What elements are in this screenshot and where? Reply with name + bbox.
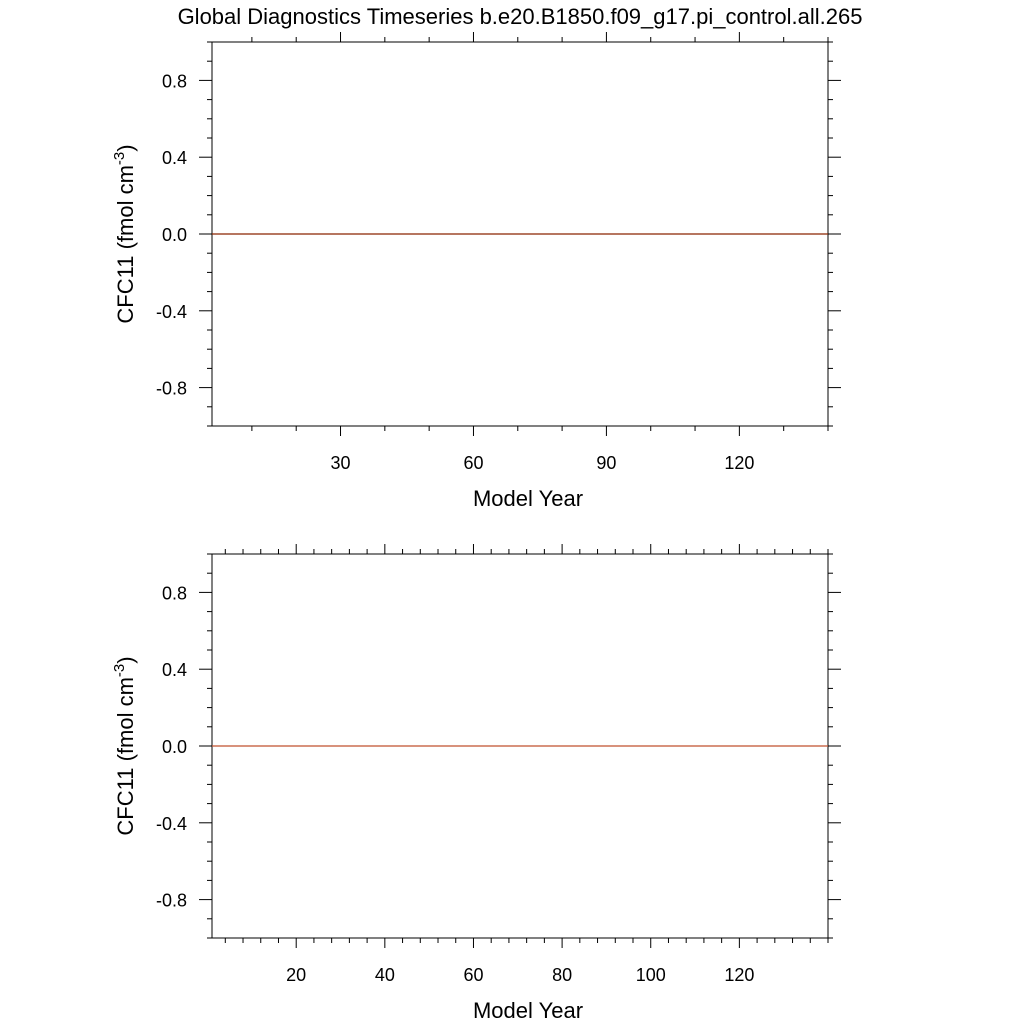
- chart-1-y-tick-label: 0.4: [162, 660, 187, 680]
- top-panel: 30 60 90 120 0.8 0.4 0.0 -0.4 -0.8 Model Year CFC1…: [111, 32, 841, 511]
- chart-0-x-tick-label: 60: [463, 453, 483, 473]
- chart-0-y-tick-label: -0.4: [156, 302, 187, 322]
- chart-1-x-tick-label: 120: [724, 965, 754, 985]
- chart-0-y-tick-label: 0.8: [162, 71, 187, 91]
- chart-0-x-tick-label: 90: [596, 453, 616, 473]
- chart-1-y-tick-label: 0.0: [162, 737, 187, 757]
- chart-0-x-tick-label: 120: [724, 453, 754, 473]
- chart-0-y-tick-label: 0.4: [162, 148, 187, 168]
- chart-0-y-tick-label: 0.0: [162, 225, 187, 245]
- chart-1-x-tick-label: 20: [286, 965, 306, 985]
- bottom-panel: 20 40 60 80 100 120 0.8 0.4 0.0 -0.4 -0.8 Model Yea…: [111, 544, 841, 1023]
- chart-1-y-tick-label: -0.4: [156, 814, 187, 834]
- chart-1-y-tick-label: 0.8: [162, 583, 187, 603]
- chart-1-x-tick-label: 40: [375, 965, 395, 985]
- chart-0-y-tick-label: -0.8: [156, 379, 187, 399]
- chart-1-x-tick-label: 100: [636, 965, 666, 985]
- chart-0-x-axis-label: Model Year: [473, 486, 583, 511]
- chart-0-y-axis-label: CFC11 (fmol cm-3): [111, 144, 138, 323]
- chart-1-y-axis-label: CFC11 (fmol cm-3): [111, 656, 138, 835]
- chart-1-x-tick-label: 80: [552, 965, 572, 985]
- chart-1-x-tick-label: 60: [463, 965, 483, 985]
- chart-1-y-tick-label: -0.8: [156, 891, 187, 911]
- figure-title: Global Diagnostics Timeseries b.e20.B185…: [178, 4, 863, 29]
- chart-1-x-axis-label: Model Year: [473, 998, 583, 1023]
- chart-0-x-tick-label: 30: [331, 453, 351, 473]
